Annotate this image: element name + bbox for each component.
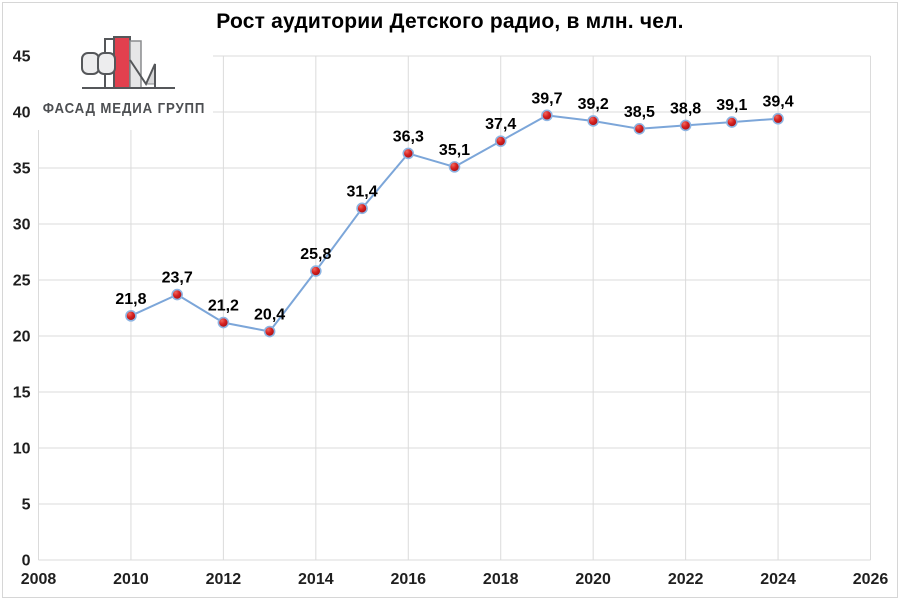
company-logo-mark-icon: [81, 36, 175, 89]
y-tick-label: 25: [13, 273, 31, 290]
data-point-marker: [448, 161, 461, 173]
data-point-marker: [402, 147, 415, 160]
data-point-label: 23,7: [162, 270, 193, 287]
data-point-labels: 21,8 23,7 21,2 20,4 25,8 31,4 36,3 35,1 37,4 39,7…: [115, 90, 793, 323]
y-tick-label: 5: [22, 497, 31, 514]
x-tick-label: 2008: [21, 571, 57, 588]
chart-title: Рост аудитории Детского радио, в млн. че…: [216, 10, 684, 33]
data-point-label: 39,7: [531, 90, 562, 107]
data-point-marker: [541, 109, 553, 122]
data-point-marker: [633, 123, 646, 135]
data-point-label: 39,2: [578, 96, 609, 113]
data-point-marker: [356, 202, 368, 215]
data-point-label: 21,2: [208, 298, 239, 315]
x-tick-label: 2012: [206, 571, 242, 588]
x-tick-label: 2014: [298, 571, 334, 588]
data-point-label: 38,5: [624, 104, 655, 121]
data-point-label: 21,8: [115, 291, 146, 308]
data-point-marker: [263, 325, 276, 338]
x-tick-label: 2020: [575, 571, 611, 588]
y-tick-label: 35: [13, 161, 31, 178]
y-tick-label: 45: [13, 49, 31, 66]
data-point-label: 35,1: [439, 142, 470, 159]
y-tick-label: 30: [13, 217, 31, 234]
y-tick-label: 20: [13, 329, 31, 346]
x-tick-label: 2022: [668, 571, 704, 588]
grid-layer: [38, 55, 871, 561]
x-tick-label: 2024: [760, 571, 796, 588]
y-tick-label: 40: [13, 105, 31, 122]
data-point-label: 39,1: [716, 97, 747, 114]
x-tick-label: 2018: [483, 571, 519, 588]
data-point-marker: [217, 316, 230, 329]
company-logo: ФАСАД МЕДИА ГРУПП: [35, 30, 213, 130]
data-point-label: 39,4: [762, 94, 793, 111]
company-logo-text: ФАСАД МЕДИА ГРУПП: [42, 100, 206, 117]
data-point-marker: [171, 288, 183, 301]
data-point-marker: [125, 310, 137, 322]
data-point-marker: [679, 119, 692, 132]
data-point-marker: [310, 265, 322, 277]
data-point-label: 20,4: [254, 307, 285, 324]
data-point-marker: [494, 135, 507, 147]
data-series: [125, 109, 784, 338]
axis-tick-labels: 0 5 10 15 20 25 30 35 40 45 2008 2010 2012 2014 2016 20…: [13, 49, 889, 589]
x-tick-label: 2026: [853, 571, 889, 588]
x-tick-label: 2016: [390, 571, 426, 588]
data-point-label: 37,4: [485, 116, 516, 133]
x-tick-label: 2010: [113, 571, 149, 588]
y-tick-label: 0: [22, 553, 31, 570]
y-tick-label: 10: [13, 441, 31, 458]
data-point-label: 25,8: [300, 246, 331, 263]
data-point-marker: [587, 115, 599, 127]
data-point-marker: [772, 112, 784, 125]
y-tick-label: 15: [13, 385, 31, 402]
data-point-label: 36,3: [393, 128, 424, 145]
data-point-label: 31,4: [346, 183, 377, 200]
data-point-label: 38,8: [670, 100, 701, 117]
data-point-marker: [726, 116, 738, 128]
